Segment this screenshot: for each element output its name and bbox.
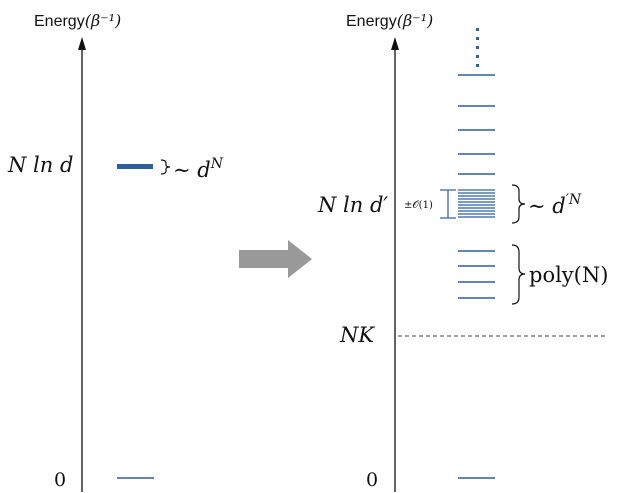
right-level-label: N ln d′ (317, 193, 388, 217)
dot (476, 55, 479, 58)
dot (476, 64, 479, 67)
right-panel: Energy(β⁻¹) (317, 11, 608, 492)
poly-label: poly(N) (529, 263, 608, 287)
left-degeneracy-exponent: N (210, 156, 224, 172)
left-axis-label: Energy (34, 13, 85, 30)
left-axis-title: Energy(β⁻¹) (34, 11, 121, 30)
dot (476, 37, 479, 40)
dense-level-band (458, 189, 495, 218)
lower-levels (458, 250, 495, 299)
left-degeneracy-text: ∼ dN (173, 156, 224, 182)
left-degeneracy-brace (160, 159, 171, 175)
poly-brace (511, 244, 526, 305)
right-axis-arrowhead (391, 37, 399, 50)
spread-label: ±𝒪(1) (404, 200, 433, 211)
left-axis-arrowhead (78, 37, 86, 50)
dot (476, 46, 479, 49)
left-degeneracy-base: ∼ d (173, 158, 211, 182)
right-degeneracy-base: ∼ d (528, 194, 566, 218)
dot (476, 28, 479, 31)
threshold-label: NK (339, 323, 375, 347)
left-zero-label: 0 (54, 469, 66, 491)
left-degenerate-level (117, 164, 153, 169)
right-degeneracy-exponent: ′N (566, 192, 582, 208)
left-axis-unit: (β⁻¹) (85, 11, 122, 30)
right-degeneracy-text: ∼ d′N (528, 192, 582, 218)
upper-levels (458, 74, 495, 175)
left-level-label: N ln d (7, 153, 73, 177)
left-panel: Energy(β⁻¹) N ln d ∼ dN 0 (7, 11, 224, 492)
right-axis-unit: (β⁻¹) (397, 11, 434, 30)
transition-arrow (239, 240, 312, 278)
right-axis-title: Energy(β⁻¹) (346, 11, 433, 30)
right-zero-label: 0 (366, 469, 378, 491)
spread-bracket (440, 189, 456, 219)
right-axis-label: Energy (346, 13, 397, 30)
continuation-dots (476, 28, 479, 67)
right-degeneracy-brace (511, 184, 526, 224)
